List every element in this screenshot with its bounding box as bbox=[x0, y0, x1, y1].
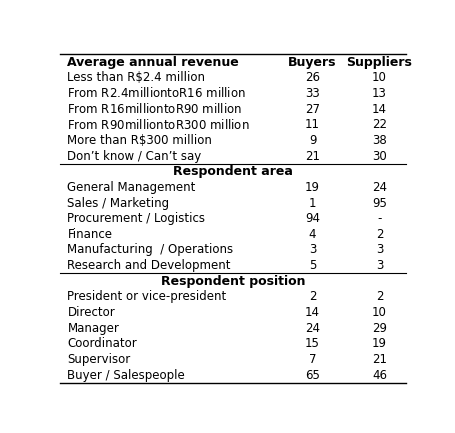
Text: Research and Development: Research and Development bbox=[67, 259, 231, 272]
Text: Sales / Marketing: Sales / Marketing bbox=[67, 197, 170, 210]
Text: -: - bbox=[377, 212, 382, 225]
Text: 15: 15 bbox=[305, 337, 320, 350]
Text: Manager: Manager bbox=[67, 322, 119, 335]
Text: 1: 1 bbox=[309, 197, 316, 210]
Text: 21: 21 bbox=[372, 353, 387, 366]
Text: 26: 26 bbox=[305, 71, 320, 84]
Text: 29: 29 bbox=[372, 322, 387, 335]
Text: Respondent position: Respondent position bbox=[161, 275, 305, 288]
Text: Procurement / Logistics: Procurement / Logistics bbox=[67, 212, 206, 225]
Text: More than R$300 million: More than R$300 million bbox=[67, 134, 212, 147]
Text: 13: 13 bbox=[372, 87, 387, 100]
Text: Director: Director bbox=[67, 306, 115, 319]
Text: 46: 46 bbox=[372, 368, 387, 382]
Text: 3: 3 bbox=[376, 259, 383, 272]
Text: Less than R$2.4 million: Less than R$2.4 million bbox=[67, 71, 206, 84]
Text: Buyer / Salespeople: Buyer / Salespeople bbox=[67, 368, 185, 382]
Text: Supervisor: Supervisor bbox=[67, 353, 131, 366]
Text: 2: 2 bbox=[309, 291, 316, 304]
Text: Suppliers: Suppliers bbox=[347, 55, 413, 69]
Text: 33: 33 bbox=[305, 87, 320, 100]
Text: From R$16 million to R$90 million: From R$16 million to R$90 million bbox=[67, 102, 243, 116]
Text: Average annual revenue: Average annual revenue bbox=[67, 55, 239, 69]
Text: 3: 3 bbox=[376, 243, 383, 256]
Text: 94: 94 bbox=[305, 212, 320, 225]
Text: Buyers: Buyers bbox=[288, 55, 337, 69]
Text: 14: 14 bbox=[372, 103, 387, 116]
Text: 95: 95 bbox=[372, 197, 387, 210]
Text: From R$90 million to R$300 million: From R$90 million to R$300 million bbox=[67, 118, 250, 132]
Text: 4: 4 bbox=[309, 228, 316, 241]
Text: 24: 24 bbox=[372, 181, 387, 194]
Text: 3: 3 bbox=[309, 243, 316, 256]
Text: 7: 7 bbox=[309, 353, 316, 366]
Text: 65: 65 bbox=[305, 368, 320, 382]
Text: 2: 2 bbox=[376, 228, 383, 241]
Text: Don’t know / Can’t say: Don’t know / Can’t say bbox=[67, 149, 202, 162]
Text: 27: 27 bbox=[305, 103, 320, 116]
Text: From R$2.4 million to R$16 million: From R$2.4 million to R$16 million bbox=[67, 87, 246, 100]
Text: Coordinator: Coordinator bbox=[67, 337, 137, 350]
Text: 24: 24 bbox=[305, 322, 320, 335]
Text: 22: 22 bbox=[372, 118, 387, 131]
Text: 10: 10 bbox=[372, 71, 387, 84]
Text: 30: 30 bbox=[372, 149, 387, 162]
Text: 21: 21 bbox=[305, 149, 320, 162]
Text: 11: 11 bbox=[305, 118, 320, 131]
Text: 19: 19 bbox=[372, 337, 387, 350]
Text: 14: 14 bbox=[305, 306, 320, 319]
Text: 2: 2 bbox=[376, 291, 383, 304]
Text: President or vice-president: President or vice-president bbox=[67, 291, 227, 304]
Text: 10: 10 bbox=[372, 306, 387, 319]
Text: 9: 9 bbox=[309, 134, 316, 147]
Text: General Management: General Management bbox=[67, 181, 196, 194]
Text: Manufacturing  / Operations: Manufacturing / Operations bbox=[67, 243, 233, 256]
Text: 38: 38 bbox=[372, 134, 387, 147]
Text: 5: 5 bbox=[309, 259, 316, 272]
Text: Respondent area: Respondent area bbox=[173, 165, 293, 178]
Text: Finance: Finance bbox=[67, 228, 112, 241]
Text: 19: 19 bbox=[305, 181, 320, 194]
